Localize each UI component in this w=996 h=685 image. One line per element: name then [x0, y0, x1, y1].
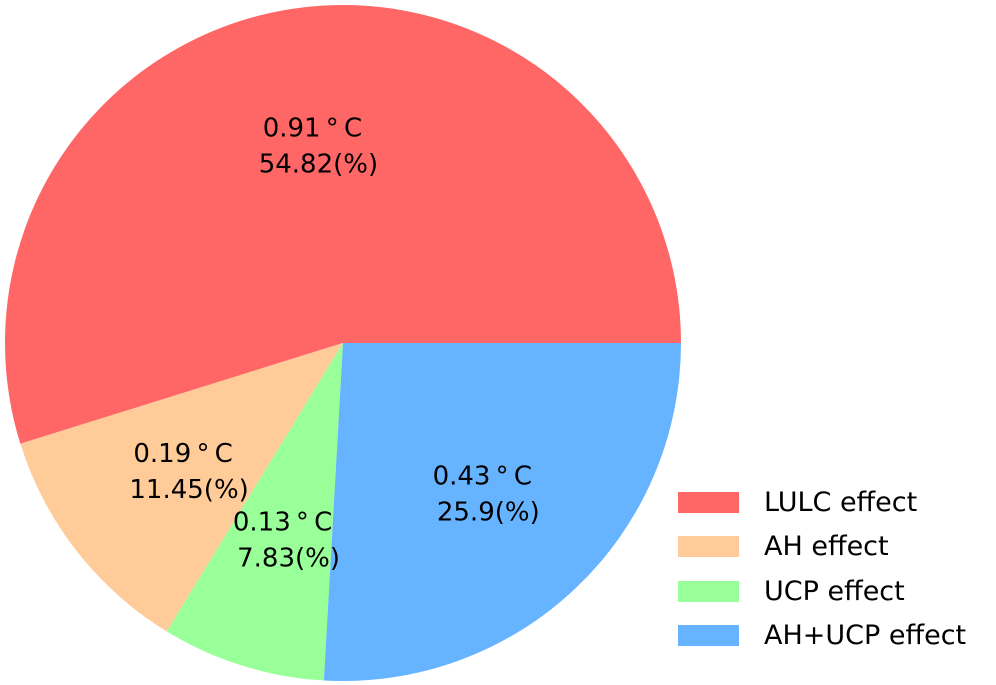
pie-labels: 0.91 ° C 54.82(%) 0.19 ° C 11.45(%)0.13 ° C…	[129, 114, 539, 574]
pie-slice-ucp	[166, 343, 343, 681]
pie-slice-lulc	[4, 5, 681, 444]
slice-temp-ah: 0.19 ° C	[133, 439, 232, 469]
legend-item-ucp: UCP effect	[678, 569, 996, 614]
legend-swatch-ah	[678, 536, 739, 558]
pie-slices	[4, 5, 681, 681]
slice-label-ah-ucp: 0.43 ° C 25.9(%)	[433, 461, 540, 527]
legend-label-lulc: LULC effect	[764, 486, 918, 518]
legend-item-ah: AH effect	[678, 525, 996, 570]
slice-temp-ucp: 0.13 ° C	[233, 508, 332, 538]
slice-pct-ah: 11.45(%)	[129, 475, 248, 505]
slice-pct-ucp: 7.83(%)	[237, 544, 340, 574]
legend-item-lulc: LULC effect	[678, 480, 996, 525]
slice-temp-ah-ucp: 0.43 ° C	[433, 461, 532, 491]
slice-label-ucp: 0.13 ° C 7.83(%)	[233, 508, 340, 574]
legend-swatch-ah-ucp	[678, 625, 739, 647]
slice-pct-lulc: 54.82(%)	[259, 150, 378, 180]
legend-label-ucp: UCP effect	[764, 575, 905, 607]
legend-swatch-lulc	[678, 491, 739, 513]
slice-pct-ah-ucp: 25.9(%)	[437, 497, 540, 527]
legend-swatch-ucp	[678, 580, 739, 602]
slice-temp-lulc: 0.91 ° C	[263, 114, 362, 144]
legend-item-ah-ucp: AH+UCP effect	[678, 614, 996, 659]
chart-legend: LULC effect AH effect UCP effect AH+UCP …	[678, 480, 996, 658]
legend-label-ah: AH effect	[764, 531, 889, 563]
pie-slice-ah	[20, 343, 344, 632]
slice-label-lulc: 0.91 ° C 54.82(%)	[259, 114, 378, 180]
pie-chart: 0.91 ° C 54.82(%) 0.19 ° C 11.45(%)0.13 ° C…	[4, 5, 681, 681]
pie-slice-ah-ucp	[323, 343, 681, 681]
slice-label-ah: 0.19 ° C 11.45(%)	[129, 439, 248, 505]
legend-label-ah-ucp: AH+UCP effect	[764, 620, 967, 652]
